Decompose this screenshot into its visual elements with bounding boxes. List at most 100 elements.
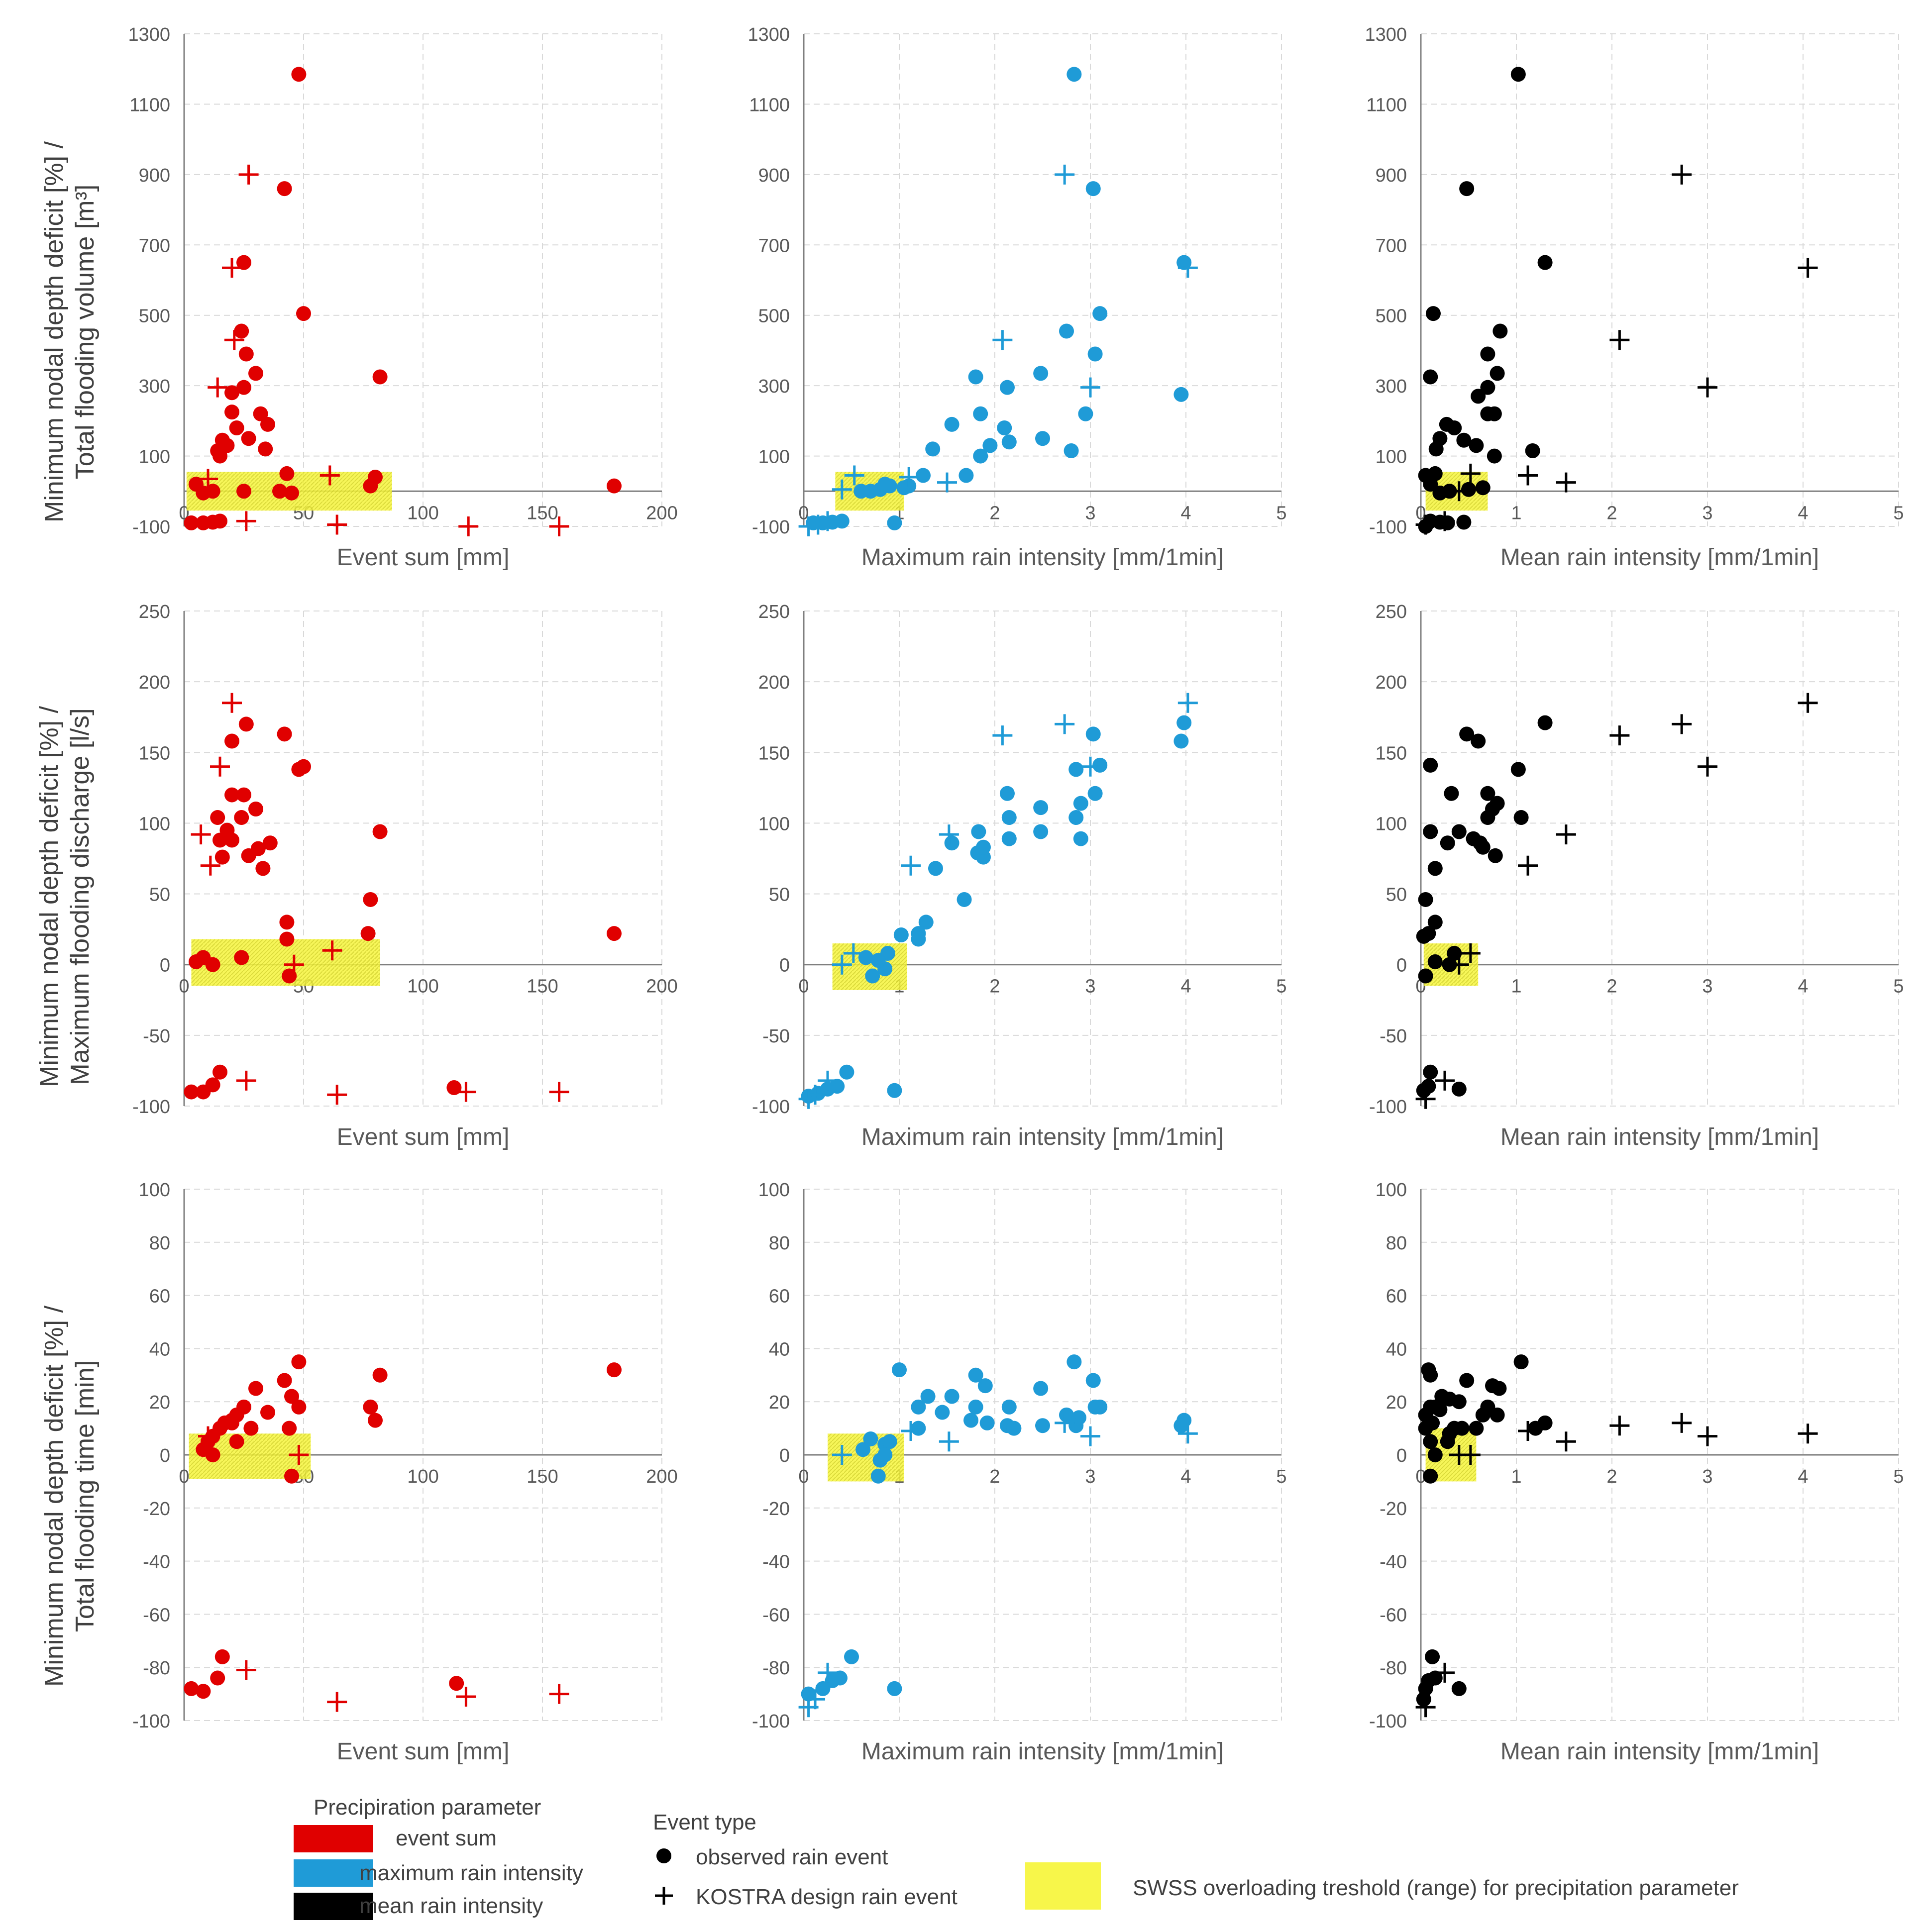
ytick-label: -40 — [143, 1552, 170, 1573]
row2-ylabel-line2: Maximum flooding discharge [l/s] — [66, 708, 95, 1085]
observed-point — [1033, 1381, 1049, 1396]
observed-point — [205, 957, 220, 972]
ytick-label: 100 — [1376, 447, 1407, 468]
observed-point — [250, 841, 266, 856]
xtick-label: 2 — [1606, 976, 1617, 997]
observed-point — [1068, 810, 1084, 825]
ytick-label: -100 — [752, 1097, 790, 1118]
observed-point — [238, 716, 254, 732]
ytick-label: -20 — [143, 1499, 170, 1520]
kostra-point — [236, 1070, 256, 1091]
observed-point — [1427, 1670, 1443, 1686]
observed-point — [1176, 715, 1192, 730]
observed-point — [920, 1389, 936, 1404]
xtick-label: 5 — [1893, 503, 1904, 523]
ytick-label: 100 — [139, 1180, 170, 1201]
observed-point — [1513, 1354, 1529, 1370]
xtick-label: 5 — [1893, 1466, 1904, 1487]
xtick-label: 2 — [1606, 1466, 1617, 1487]
kostra-point — [1435, 511, 1455, 531]
observed-point — [1418, 892, 1433, 907]
kostra-point — [1055, 164, 1075, 185]
ytick-label: 40 — [149, 1339, 170, 1360]
xtick-label: 3 — [1085, 1466, 1095, 1487]
ytick-label: -20 — [1380, 1499, 1407, 1520]
kostra-point — [808, 514, 828, 535]
kostra-point — [327, 514, 347, 535]
observed-point — [1461, 482, 1476, 497]
observed-point — [1173, 387, 1189, 402]
ytick-label: 250 — [1376, 602, 1407, 622]
observed-point — [234, 810, 249, 825]
ytick-label: 1300 — [747, 24, 790, 45]
ytick-label: 500 — [139, 306, 170, 327]
xtick-label: 1 — [1511, 503, 1521, 523]
observed-point — [1513, 810, 1529, 825]
observed-point — [1525, 443, 1540, 458]
observed-point — [1001, 831, 1017, 846]
ytick-label: 20 — [769, 1392, 790, 1413]
row3-ylabel-line2: Total flooding time [min] — [71, 1360, 100, 1632]
observed-point — [229, 420, 244, 435]
observed-point — [1087, 1399, 1103, 1415]
ytick-label: -40 — [762, 1552, 790, 1573]
observed-point — [1423, 477, 1438, 492]
ytick-label: -100 — [132, 1097, 170, 1118]
observed-point — [877, 1447, 893, 1462]
legend-param-mean-intensity: mean rain intensity — [359, 1894, 543, 1918]
kostra-point — [992, 330, 1013, 350]
ytick-label: 900 — [1376, 165, 1407, 186]
observed-point — [279, 915, 295, 930]
kostra-point — [238, 164, 259, 185]
observed-point — [1092, 306, 1108, 321]
observed-point — [284, 1468, 299, 1484]
kostra-point — [1435, 1070, 1455, 1091]
observed-point — [1487, 406, 1502, 421]
observed-point — [997, 420, 1012, 435]
ytick-label: 300 — [1376, 376, 1407, 397]
observed-point — [184, 1084, 199, 1100]
observed-point — [1423, 1434, 1438, 1449]
observed-point — [189, 954, 204, 970]
kostra-point — [458, 516, 479, 536]
chart-3: -100 100 300 500 700 900 1100 1300 0 1 2 3 4 5 Mean ra… — [1365, 24, 1904, 571]
observed-point — [944, 416, 959, 432]
ytick-label: 200 — [758, 672, 790, 693]
x-axis-label: Maximum rain intensity [mm/1min] — [861, 1738, 1224, 1765]
observed-point — [887, 1681, 902, 1696]
ytick-label: 100 — [758, 1180, 790, 1201]
kostra-point — [320, 465, 340, 486]
observed-point — [1427, 861, 1443, 876]
kostra-point — [798, 1089, 819, 1109]
observed-point — [291, 1399, 307, 1415]
kostra-point — [1518, 855, 1538, 876]
kostra-point — [1698, 756, 1717, 777]
xtick-label: 5 — [1276, 976, 1286, 997]
ytick-label: -100 — [752, 1711, 790, 1732]
observed-point — [1475, 839, 1491, 855]
observed-point — [1471, 389, 1486, 404]
observed-point — [1033, 824, 1049, 839]
observed-point — [279, 931, 295, 947]
observed-point — [1440, 835, 1455, 851]
observed-point — [291, 67, 307, 82]
observed-point — [973, 448, 988, 464]
observed-point — [229, 1434, 244, 1449]
observed-point — [277, 726, 292, 742]
ytick-label: 1100 — [749, 95, 790, 115]
observed-point — [1447, 420, 1462, 435]
observed-point — [236, 380, 251, 395]
observed-point — [1064, 443, 1079, 458]
kostra-point — [901, 855, 921, 876]
observed-point — [1451, 824, 1467, 839]
kostra-point — [191, 824, 211, 845]
observed-point — [1073, 831, 1088, 846]
ytick-label: 80 — [1386, 1233, 1407, 1254]
observed-point — [968, 369, 983, 385]
observed-point — [801, 1686, 816, 1702]
observed-point — [282, 1421, 297, 1436]
observed-point — [372, 824, 388, 839]
